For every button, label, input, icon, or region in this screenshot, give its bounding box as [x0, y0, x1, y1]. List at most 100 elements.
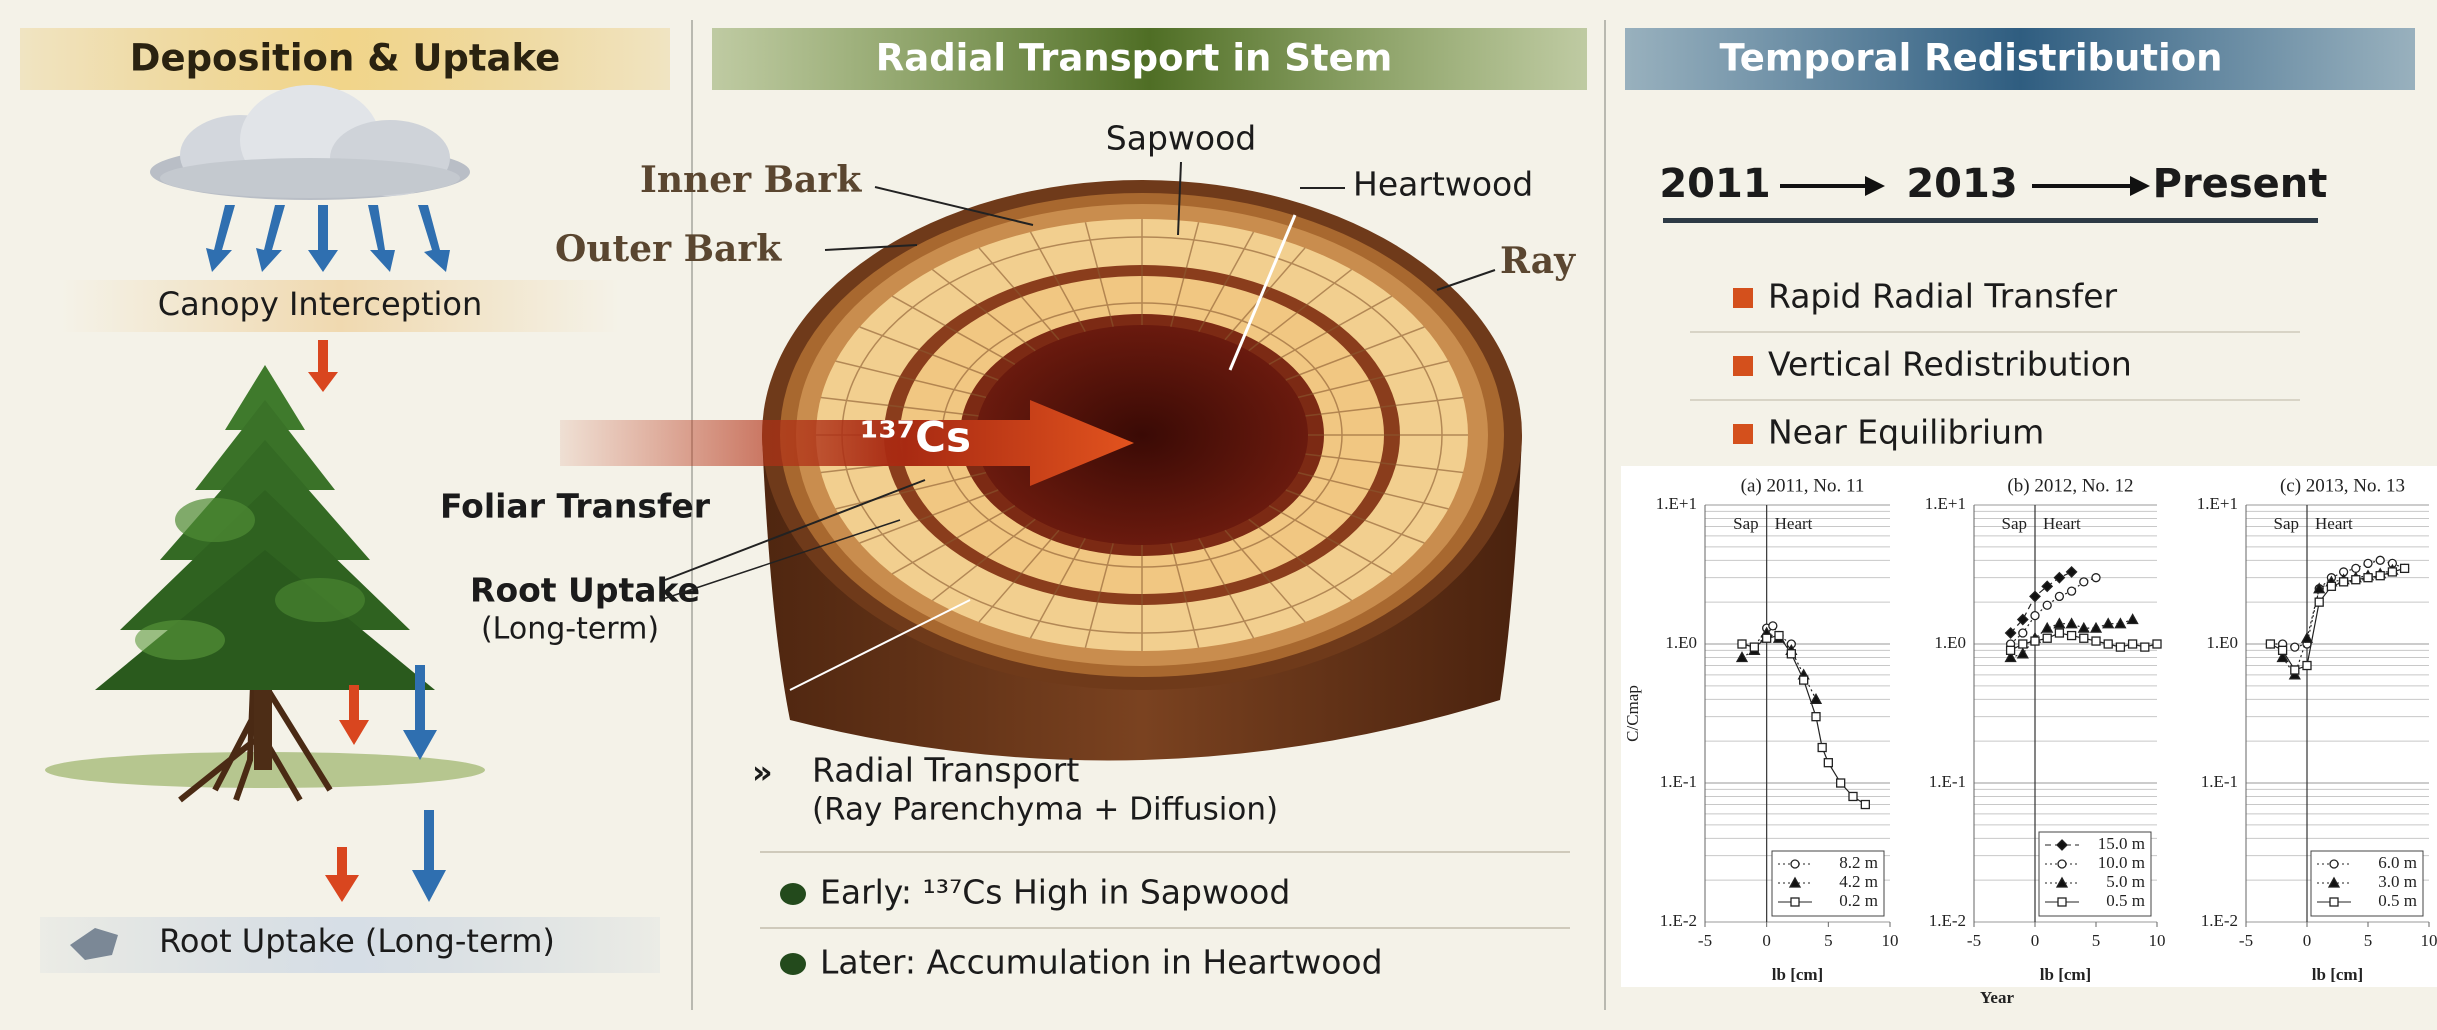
label: Root Uptake: [470, 571, 700, 610]
timeline-end: Present: [2153, 161, 2328, 207]
x-tick-label: 10: [2149, 931, 2166, 950]
x-tick-label: 10: [2421, 931, 2437, 950]
x-caption: Year: [1980, 988, 2014, 1007]
marker: [2340, 578, 2348, 586]
marker: [2092, 637, 2100, 645]
marker: [1849, 792, 1857, 800]
marker: [2019, 629, 2027, 637]
region-label: Sap: [2002, 514, 2028, 533]
note: Later: Accumulation in Heartwood: [820, 943, 1383, 982]
chart-title: (a) 2011, No. 11: [1741, 475, 1865, 496]
marker: [2315, 598, 2323, 606]
panel-header: Deposition & Uptake: [130, 37, 560, 80]
bullet: [1733, 356, 1753, 376]
note: Early: ¹³⁷Cs High in Sapwood: [820, 873, 1290, 912]
timeline-underline: [1663, 218, 2318, 223]
stem-label: Sapwood: [1106, 119, 1256, 158]
arrow-label: ¹³⁷Cs: [860, 413, 971, 462]
marker: [2376, 556, 2384, 564]
x-tick-label: 5: [1824, 931, 1833, 950]
marker: [2116, 643, 2124, 651]
bullet-text: Rapid Radial Transfer: [1768, 277, 2118, 316]
marker: [1787, 650, 1795, 658]
timeline-year: 2011: [1659, 161, 1770, 207]
x-tick-label: -5: [1698, 931, 1712, 950]
y-tick-label: 1.E-1: [1660, 772, 1697, 791]
y-axis-label: C/Cmap: [1623, 685, 1642, 742]
marker: [2058, 898, 2066, 906]
label: Foliar Transfer: [440, 487, 711, 526]
legend-label: 3.0 m: [2378, 872, 2417, 891]
bullet-text: Vertical Redistribution: [1768, 345, 2132, 384]
marker: [2291, 643, 2299, 651]
bullet: [1733, 424, 1753, 444]
marker: [2019, 640, 2027, 648]
y-tick-label: 1.E-2: [2201, 911, 2238, 930]
marker: [2376, 572, 2384, 580]
stem-label: Inner Bark: [640, 159, 862, 201]
footer-label: Root Uptake (Long-term): [159, 922, 555, 960]
marker: [2092, 574, 2100, 582]
x-axis-label: lb [cm]: [2040, 965, 2091, 984]
marker: [2068, 632, 2076, 640]
legend-label: 0.5 m: [2378, 891, 2417, 910]
x-axis-label: lb [cm]: [1772, 965, 1823, 984]
marker: [1837, 779, 1845, 787]
marker: [2043, 601, 2051, 609]
marker: [1800, 676, 1808, 684]
legend-label: 15.0 m: [2098, 834, 2145, 853]
marker: [2068, 587, 2076, 595]
marker: [2327, 582, 2335, 590]
y-tick-label: 1.E0: [1665, 633, 1697, 652]
marker: [2291, 666, 2299, 674]
y-tick-label: 1.E-2: [1660, 911, 1697, 930]
legend-label: 8.2 m: [1839, 853, 1878, 872]
region-label: Sap: [2274, 514, 2300, 533]
x-tick-label: 10: [1882, 931, 1899, 950]
stump: [762, 180, 1522, 761]
marker: [1738, 640, 1746, 648]
x-tick-label: 0: [1762, 931, 1771, 950]
panel-header: Temporal Redistribution: [1719, 37, 2222, 80]
legend-label: 6.0 m: [2378, 853, 2417, 872]
marker: [1775, 632, 1783, 640]
marker: [2129, 640, 2137, 648]
x-tick-label: -5: [2239, 931, 2253, 950]
x-tick-label: 0: [2303, 931, 2312, 950]
y-tick-label: 1.E0: [1934, 633, 1966, 652]
marker: [2104, 640, 2112, 648]
marker: [2153, 640, 2161, 648]
marker: [1861, 801, 1869, 809]
legend-label: 0.5 m: [2106, 891, 2145, 910]
legend-label: 0.2 m: [1839, 891, 1878, 910]
marker: [1791, 860, 1799, 868]
y-tick-label: 1.E-1: [2201, 772, 2238, 791]
marker: [2055, 629, 2063, 637]
timeline-year: 2013: [1906, 161, 2017, 207]
marker: [2330, 860, 2338, 868]
marker: [1791, 898, 1799, 906]
marker: [2330, 898, 2338, 906]
label: (Long-term): [481, 612, 659, 647]
marker: [2303, 662, 2311, 670]
label: Canopy Interception: [158, 285, 483, 323]
region-label: Heart: [2043, 514, 2081, 533]
marker: [2031, 612, 2039, 620]
marker: [2058, 860, 2066, 868]
marker: [2007, 646, 2015, 654]
process-detail: (Ray Parenchyma + Diffusion): [812, 792, 1278, 828]
marker: [2364, 574, 2372, 582]
marker: [2080, 578, 2088, 586]
infographic: Deposition & Uptake Radial Transport in …: [0, 0, 2437, 1030]
marker: [1750, 643, 1758, 651]
y-tick-label: 1.E+1: [2197, 494, 2238, 513]
marker: [1812, 713, 1820, 721]
marker: [2279, 646, 2287, 654]
x-axis-label: lb [cm]: [2312, 965, 2363, 984]
marker: [1769, 622, 1777, 630]
y-tick-label: 1.E-1: [1929, 772, 1966, 791]
marker: [2141, 643, 2149, 651]
legend-label: 5.0 m: [2106, 872, 2145, 891]
x-tick-label: 0: [2031, 931, 2040, 950]
marker: [2080, 634, 2088, 642]
